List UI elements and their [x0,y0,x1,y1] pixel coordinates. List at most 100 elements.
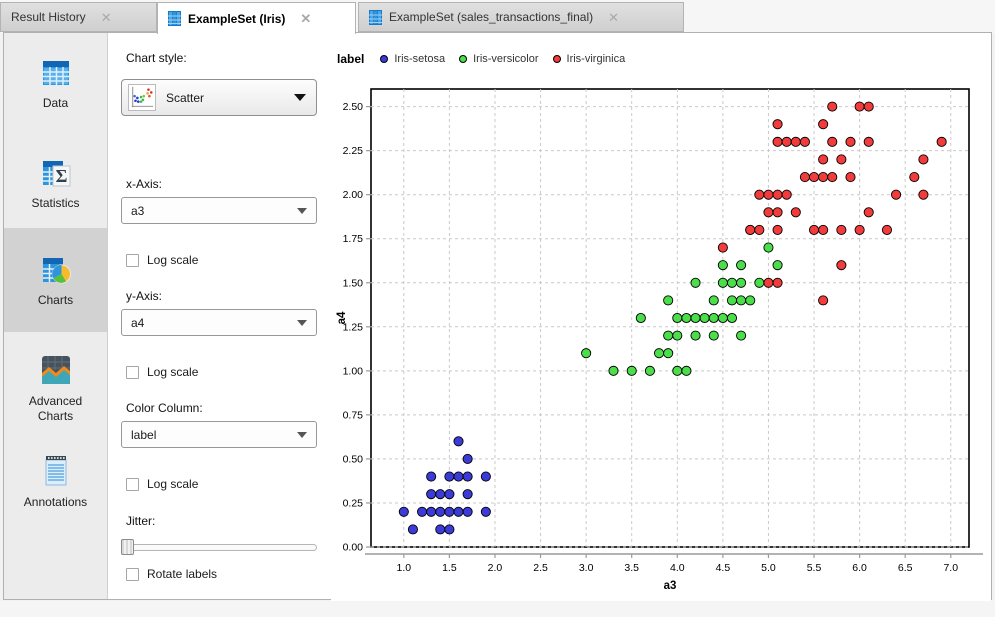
jitter-slider-thumb[interactable] [121,539,134,555]
data-point-Iris-versicolor [690,330,701,341]
data-point-Iris-setosa [435,524,446,535]
y-tick-label: 1.50 [343,277,364,289]
data-point-Iris-setosa [416,506,428,517]
data-point-Iris-setosa [426,489,437,500]
sidebar-item-advanced-charts[interactable]: Advanced Charts [4,353,107,424]
data-point-Iris-versicolor [690,277,701,288]
tab-label: ExampleSet (sales_transactions_final) [389,10,594,24]
data-point-Iris-virginica [754,189,765,200]
chart-style-dropdown[interactable]: Scatter [121,79,317,116]
versicolor-dot-icon [459,55,468,63]
data-point-Iris-virginica [818,119,829,130]
data-point-Iris-setosa [444,524,455,535]
sidebar-item-annotations[interactable]: Annotations [4,454,107,510]
rotate-labels-checkbox[interactable] [126,567,139,581]
legend-label: Iris-versicolor [473,53,539,65]
data-point-Iris-virginica [790,136,801,147]
close-icon[interactable]: ✕ [608,9,620,25]
data-point-Iris-virginica [836,224,847,235]
chart-legend: label Iris-setosa Iris-versicolor Iris-v… [337,51,625,67]
data-point-Iris-versicolor [736,330,747,341]
data-point-Iris-versicolor [717,312,728,324]
color-column-select[interactable]: label [121,421,317,448]
data-point-Iris-virginica [909,172,920,183]
x-tick-label: 5.5 [807,562,822,574]
data-point-Iris-versicolor [581,348,592,359]
setosa-dot-icon [380,55,389,63]
data-point-Iris-setosa [435,506,446,517]
data-point-Iris-virginica [827,101,838,112]
data-point-Iris-versicolor [772,260,783,271]
data-point-Iris-setosa [453,436,464,447]
chart-controls-panel: Chart style: Scatter x-Axis: a3 [118,33,318,599]
x-tick-label: 3.0 [579,562,594,574]
chart-style-label: Chart style: [126,51,187,65]
tab-exampleset-sales[interactable]: ExampleSet (sales_transactions_final) ✕ [358,2,684,32]
data-point-Iris-versicolor [654,348,665,359]
rotate-labels-label: Rotate labels [147,567,218,581]
window-bottom-strip [0,601,995,617]
close-icon[interactable]: ✕ [100,9,112,25]
data-point-Iris-versicolor [717,260,728,271]
y-tick-label: 2.00 [343,189,364,201]
tab-label: ExampleSet (Iris) [188,11,286,26]
data-point-Iris-setosa [407,524,418,535]
data-point-Iris-versicolor [681,312,692,324]
data-point-Iris-versicolor [644,365,655,376]
y-axis-label: y-Axis: [126,289,162,303]
color-log-scale-label: Log scale [147,477,199,491]
scatter-plot-svg: 1.0 1.5 2.0 2.5 3.0 3.5 4.0 4.5 5.0 5.5 6.0 6.5 7.0 0… [336,88,983,592]
data-point-Iris-virginica [936,136,947,147]
y-tick-label: 0.50 [343,453,364,465]
x-tick-label: 3.5 [624,562,639,574]
sidebar-item-statistics[interactable]: Σ Statistics [4,157,107,211]
data-point-Iris-setosa [453,471,464,482]
x-axis-select[interactable]: a3 [121,197,317,224]
jitter-slider-track[interactable] [121,544,317,551]
x-tick-label: 7.0 [943,562,958,574]
jitter-slider[interactable] [121,539,317,555]
sidebar-item-data[interactable]: Data [4,57,107,111]
tab-bar: Result History ✕ ExampleSet (Iris) ✕ Exa… [0,0,995,34]
legend-item-versicolor: Iris-versicolor [459,53,539,65]
data-point-Iris-virginica [763,277,774,288]
sidebar-item-charts[interactable]: Charts [4,228,107,332]
data-point-Iris-virginica [781,136,792,147]
data-point-Iris-versicolor [699,312,710,324]
data-point-Iris-virginica [818,295,829,306]
data-point-Iris-virginica [827,172,838,183]
data-point-Iris-setosa [398,506,409,517]
chart-style-value: Scatter [166,90,205,105]
data-point-Iris-virginica [772,119,783,130]
x-tick-label: 2.5 [533,562,548,574]
scatter-style-icon [128,84,156,111]
data-point-Iris-versicolor [736,295,747,306]
data-point-Iris-versicolor [708,330,719,341]
plot-background [370,88,970,548]
tab-exampleset-iris[interactable]: ExampleSet (Iris) ✕ [157,2,356,34]
advanced-charts-icon [41,356,70,384]
x-tick-label: 6.0 [852,562,867,574]
data-point-Iris-versicolor [635,312,646,324]
x-log-scale-checkbox[interactable] [126,253,139,267]
data-point-Iris-virginica [863,101,874,112]
y-tick-label: 1.75 [343,233,364,245]
y-log-scale-checkbox[interactable] [126,365,139,379]
data-point-Iris-virginica [808,224,820,235]
data-point-Iris-versicolor [726,295,738,306]
data-point-Iris-versicolor [708,312,719,324]
color-log-scale-row: Log scale [126,477,198,491]
data-point-Iris-versicolor [717,277,728,288]
sidebar-item-label: Charts [37,293,74,307]
data-point-Iris-virginica [772,224,783,235]
data-point-Iris-virginica [836,260,847,271]
close-icon[interactable]: ✕ [300,11,312,26]
y-axis-select[interactable]: a4 [121,309,317,336]
color-log-scale-checkbox[interactable] [126,477,139,491]
data-point-Iris-virginica [845,136,856,147]
data-point-Iris-versicolor [681,365,692,376]
data-point-Iris-versicolor [754,277,765,288]
tab-result-history[interactable]: Result History ✕ [0,2,157,32]
data-point-Iris-setosa [462,471,473,482]
